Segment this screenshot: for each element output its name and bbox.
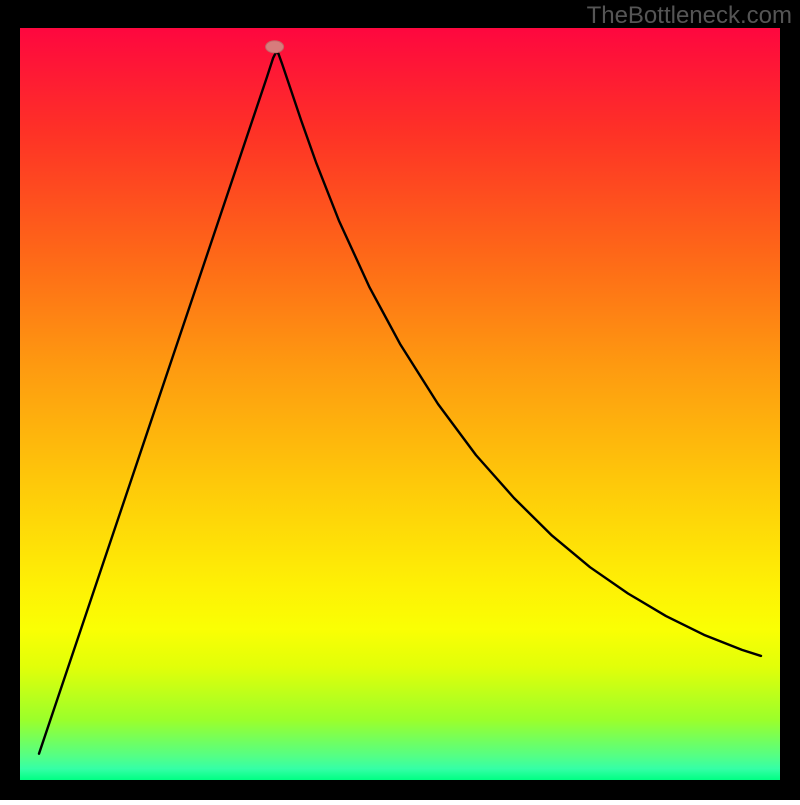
bottleneck-chart bbox=[0, 0, 800, 800]
plot-area bbox=[20, 28, 780, 780]
minimum-marker bbox=[266, 41, 284, 53]
watermark-text: TheBottleneck.com bbox=[587, 2, 792, 30]
chart-container: TheBottleneck.com bbox=[0, 0, 800, 800]
